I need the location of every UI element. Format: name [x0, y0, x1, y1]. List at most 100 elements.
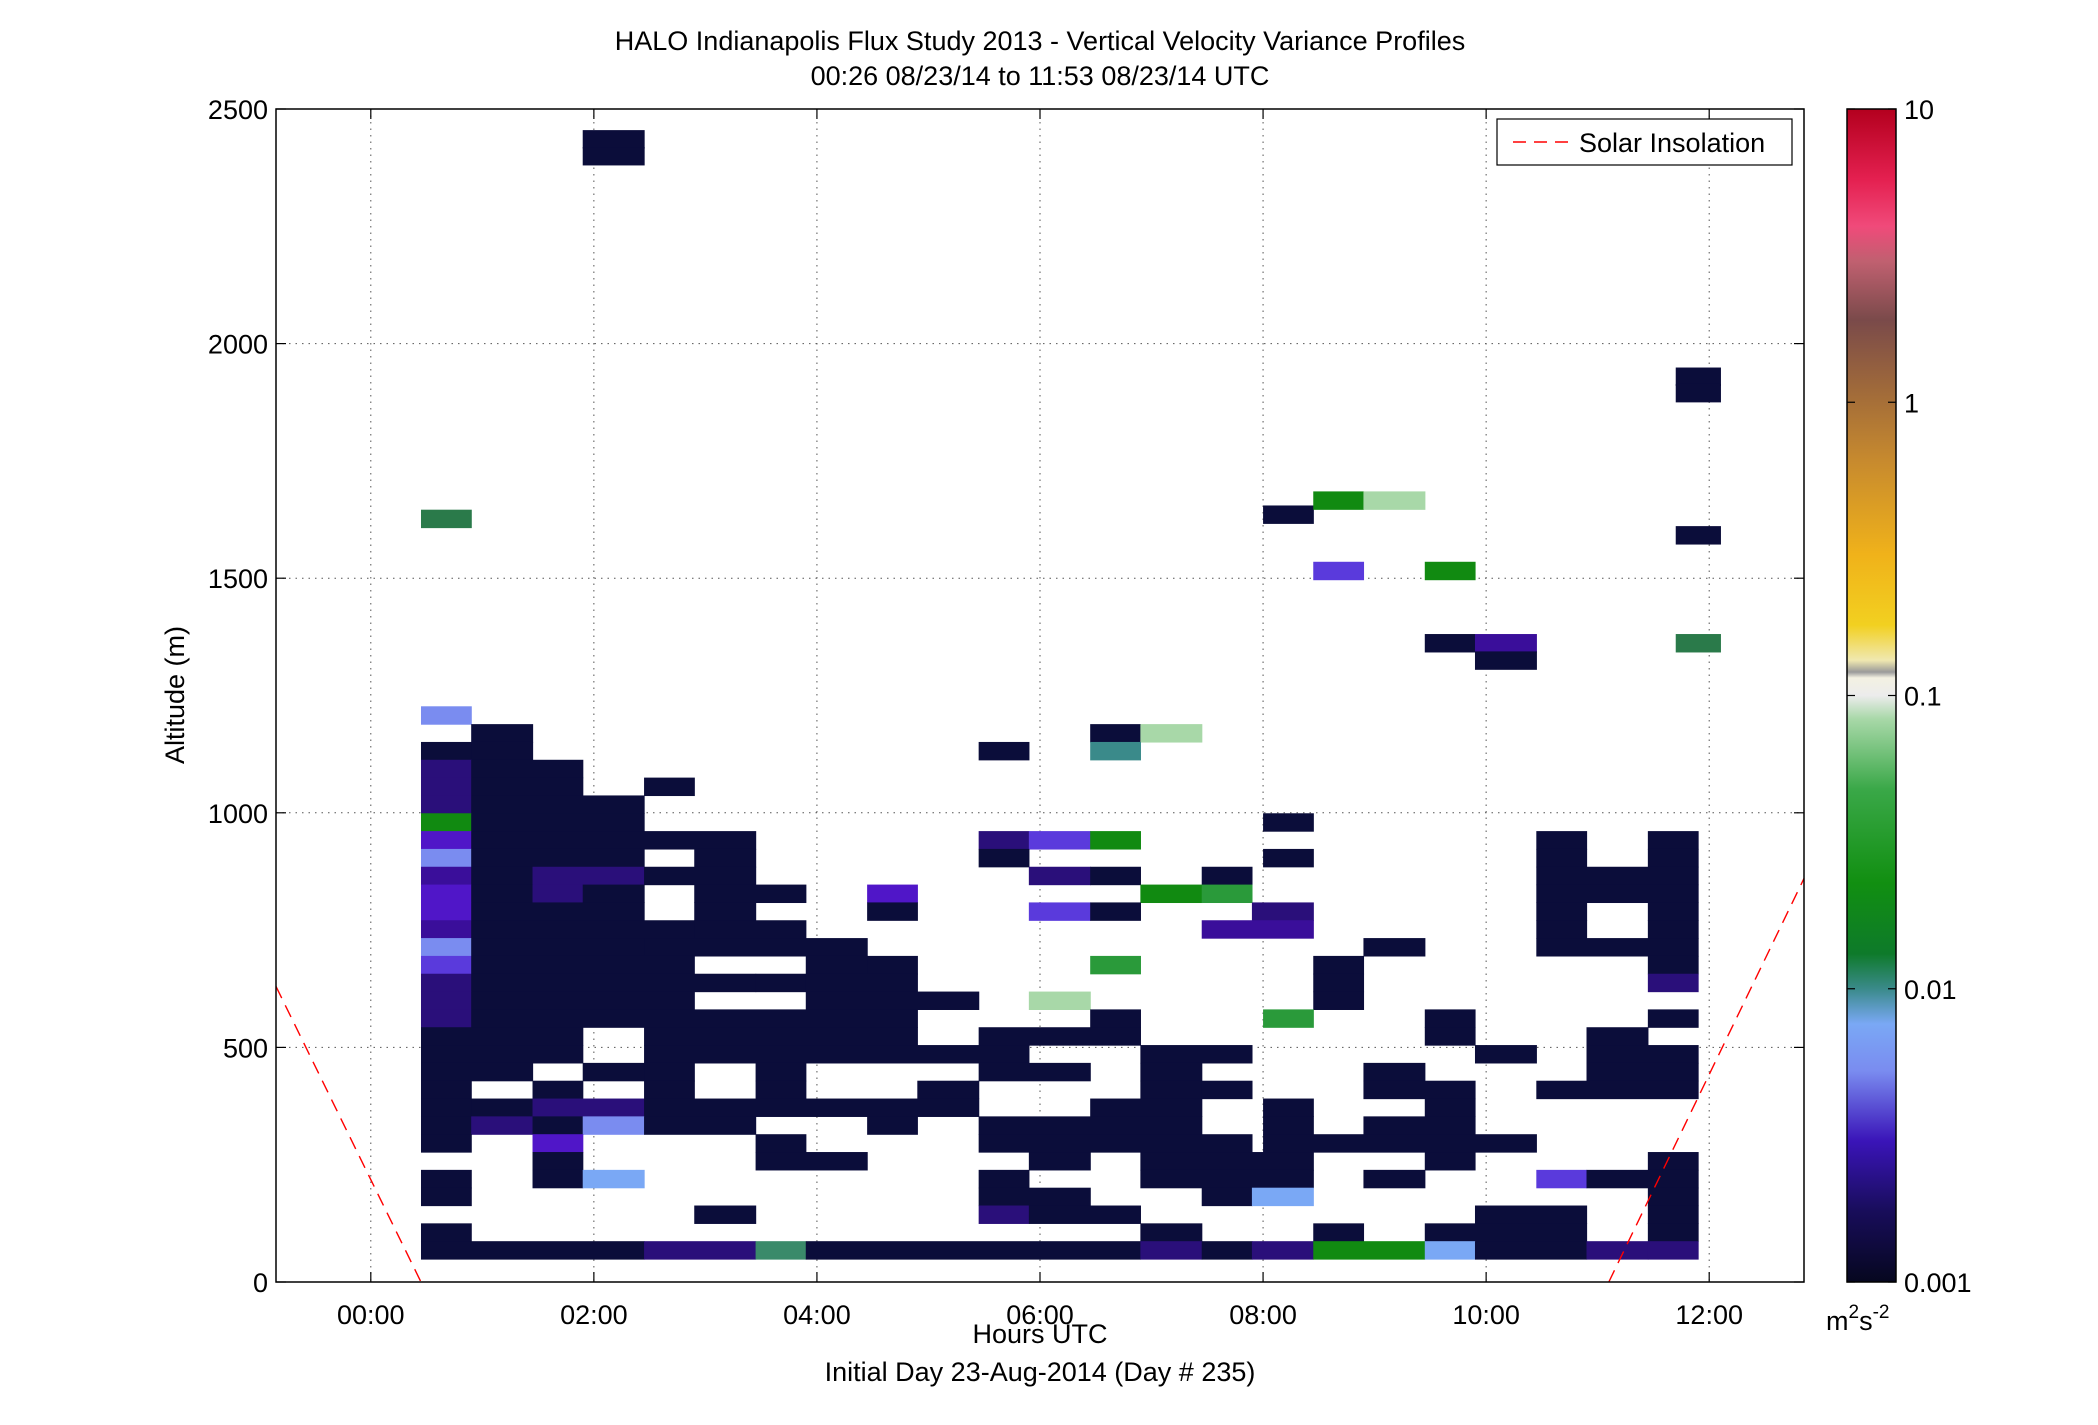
variance-cell: [1586, 1062, 1699, 1082]
x-tick-label: 02:00: [560, 1300, 628, 1330]
variance-cell: [917, 1080, 980, 1100]
solar-insolation-line: [275, 878, 1805, 1283]
variance-cell: [867, 1116, 918, 1135]
variance-cell: [1586, 1045, 1699, 1064]
variance-cell: [471, 973, 757, 993]
variance-cell: [471, 724, 534, 743]
variance-cell: [420, 1009, 472, 1028]
variance-cell: [1536, 831, 1588, 850]
variance-cell: [1647, 1187, 1699, 1207]
x-tick-label: 06:00: [1006, 1300, 1074, 1330]
variance-cell: [1090, 1009, 1141, 1028]
variance-cell: [1363, 1169, 1426, 1189]
variance-cell: [471, 741, 534, 761]
variance-cell: [1536, 902, 1588, 921]
colorbar: 10 1 0.1 0.01 0.001 m2s-2: [1826, 95, 1972, 1336]
variance-cell: [755, 1152, 868, 1171]
variance-cell: [420, 777, 472, 797]
variance-cell: [1028, 902, 1091, 921]
x-tick-label: 10:00: [1452, 1300, 1520, 1330]
variance-cell: [532, 1080, 584, 1100]
variance-cell: [1675, 634, 1721, 653]
variance-cell: [694, 1205, 757, 1224]
variance-cell: [1090, 866, 1141, 886]
variance-cell: [471, 902, 645, 921]
variance-cell: [1647, 1152, 1699, 1171]
variance-cell: [805, 991, 980, 1010]
variance-cell: [420, 1062, 534, 1082]
variance-cell: [420, 1045, 584, 1064]
variance-cell: [1313, 955, 1365, 975]
variance-cell: [978, 1027, 1141, 1046]
colorbar-tick-label: 0.001: [1904, 1268, 1972, 1298]
variance-cell: [1424, 1152, 1476, 1171]
y-tick-label: 2000: [208, 330, 268, 360]
variance-cell: [1363, 491, 1426, 510]
variance-cell: [582, 130, 645, 149]
variance-cell: [532, 1169, 584, 1189]
variance-cell: [420, 938, 472, 957]
variance-cell: [755, 1080, 807, 1100]
variance-cell: [644, 1241, 757, 1260]
colorbar-unit-mid: s: [1859, 1306, 1873, 1336]
variance-cell: [1586, 1241, 1649, 1260]
variance-cell: [1647, 1205, 1699, 1224]
variance-cell: [1263, 1098, 1314, 1117]
variance-cell: [644, 777, 695, 797]
variance-cell: [420, 991, 472, 1010]
variance-cell: [471, 759, 584, 779]
variance-cell: [420, 1116, 472, 1135]
variance-cell: [1474, 1045, 1537, 1064]
variance-cell: [471, 1098, 534, 1117]
variance-cell: [582, 1116, 645, 1135]
colorbar-tick-label: 0.1: [1904, 682, 1942, 712]
x-tick-label: 04:00: [783, 1300, 851, 1330]
variance-cell: [1201, 1241, 1253, 1260]
variance-cell: [1536, 1169, 1588, 1189]
variance-cell: [1090, 902, 1141, 921]
colorbar-tick-label: 10: [1904, 95, 1934, 125]
variance-cell: [1028, 1205, 1141, 1224]
variance-cell: [1363, 938, 1426, 957]
variance-cell: [867, 884, 918, 904]
variance-cell: [1251, 1241, 1314, 1260]
variance-cell: [1140, 1152, 1314, 1171]
variance-cell: [1675, 367, 1721, 386]
variance-cell: [420, 902, 472, 921]
variance-cell: [1647, 1009, 1699, 1028]
variance-cell: [1424, 1223, 1588, 1242]
variance-cell: [1263, 505, 1314, 524]
variance-cell: [1090, 741, 1141, 761]
x-axis-sublabel: Initial Day 23-Aug-2014 (Day # 235): [825, 1357, 1256, 1387]
y-axis-label: Altitude (m): [160, 626, 190, 764]
variance-cell: [1201, 1187, 1253, 1207]
axis-ticks: 00:00 02:00 04:00 06:00 08:00 10:00 12:00 0 500 1…: [208, 95, 1804, 1330]
variance-cell: [1536, 848, 1588, 868]
variance-cell: [471, 777, 584, 797]
variance-cell: [1363, 1062, 1426, 1082]
variance-cell: [644, 1080, 695, 1100]
variance-cell: [420, 741, 472, 761]
variance-cell: [978, 1134, 1253, 1153]
variance-cell: [644, 1045, 1030, 1064]
variance-cell: [420, 920, 472, 939]
variance-cell: [471, 1009, 918, 1028]
variance-cell: [1090, 831, 1141, 850]
variance-cell: [1536, 938, 1699, 957]
variance-cell: [1201, 884, 1253, 904]
variance-cell: [471, 795, 645, 814]
variance-cell: [420, 973, 472, 993]
variance-cell: [805, 973, 918, 993]
variance-cell: [694, 884, 807, 904]
variance-cell: [1090, 724, 1141, 743]
variance-cell: [1675, 383, 1721, 403]
variance-cell: [1647, 1223, 1699, 1242]
variance-cell: [471, 831, 757, 850]
variance-cell: [420, 1080, 472, 1100]
solar-insolation-segment: [275, 986, 422, 1283]
variance-cell: [1474, 634, 1537, 653]
variance-cell: [1090, 955, 1141, 975]
variance-cell: [1313, 973, 1365, 993]
variance-cell: [1028, 866, 1091, 886]
